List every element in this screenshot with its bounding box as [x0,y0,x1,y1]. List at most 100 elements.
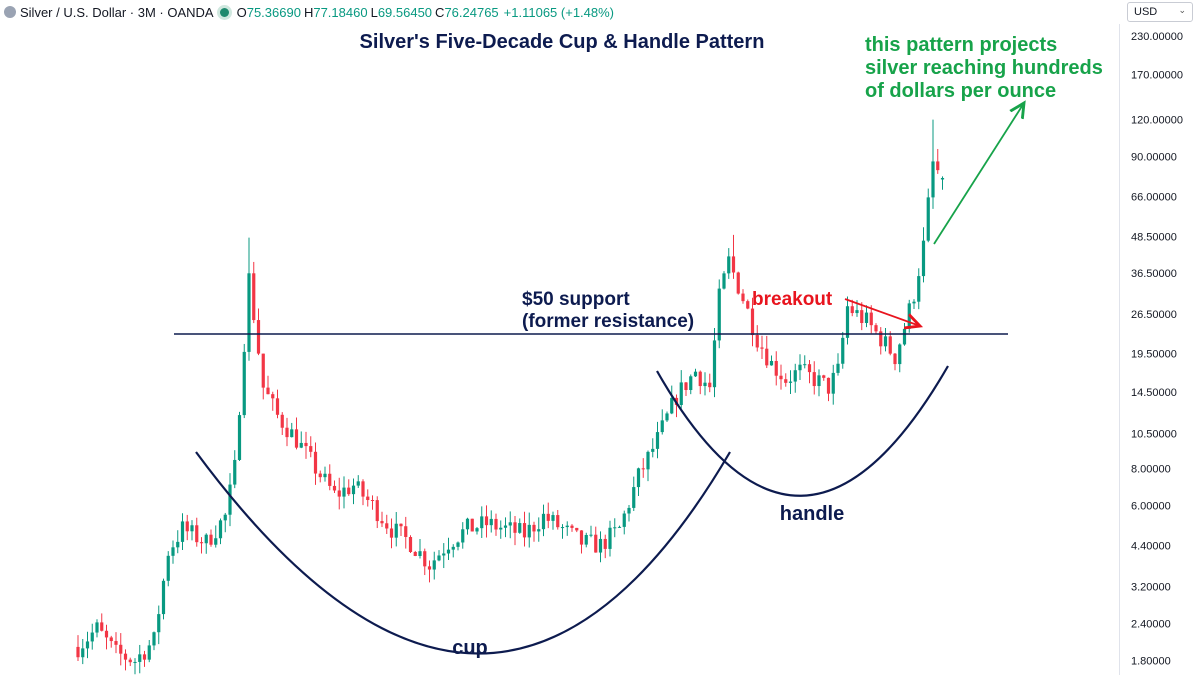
candle-body [361,481,365,497]
candle-body [598,538,603,553]
price-tick-label: 230.00000 [1131,31,1183,43]
candle-body [869,312,873,326]
candle-body [461,529,465,543]
candle-body [299,442,303,448]
chart-header: Silver / U.S. Dollar · 3M · OANDA O 75.36… [0,0,1120,24]
candle-body [936,161,940,171]
candle-body [579,530,584,545]
candle-body [399,523,403,527]
candle-body [123,653,128,660]
candle-body [912,301,916,304]
candle-body [152,632,156,646]
candle-body [446,549,451,554]
currency-select[interactable]: USD ⌄ [1127,2,1193,22]
candle-body [142,654,147,660]
candle-body [138,654,142,662]
candle-body [228,484,232,515]
candle-body [513,522,517,533]
candle-body [475,528,479,532]
open-value: 75.36690 [246,4,301,20]
candle-body [256,320,261,354]
candle-body [394,523,398,538]
candle-body [408,536,413,553]
candle-body [722,273,726,289]
candle-body [176,541,180,548]
candle-body [741,293,745,302]
candle-body [632,487,636,508]
candle-body [684,382,688,391]
candle-body [803,364,807,366]
candle-body [508,522,512,526]
projection-arrow [933,103,1024,245]
candle-body [157,614,161,633]
candle-body [100,622,104,631]
candle-body [845,306,850,338]
candle-body [85,641,90,649]
candle-body [304,442,308,447]
candle-body [180,521,185,542]
candle-body [860,310,864,324]
close-value: 76.24765 [444,4,499,20]
chevron-down-icon: ⌄ [1178,5,1186,15]
candle-body [784,379,788,383]
candle-body [313,451,318,474]
candle-body [147,645,151,660]
candle-body [603,538,607,549]
candle-body [370,500,375,502]
candle-body [503,525,508,528]
candle-body [247,273,251,352]
candle-body [318,473,322,478]
price-tick-label: 6.00000 [1131,500,1171,512]
breakout-label: breakout [752,289,833,310]
candle-body [185,521,189,532]
price-tick-label: 4.40000 [1131,540,1171,552]
candle-body [627,507,631,514]
price-tick-label: 48.50000 [1131,231,1177,243]
candle-body [275,398,280,415]
price-tick-label: 10.50000 [1131,428,1177,440]
candle-body [940,177,945,180]
candle-body [717,288,721,341]
candle-body [114,641,118,645]
open-label: O [236,4,247,20]
high-label: H [303,4,314,20]
candle-body [104,630,109,638]
candle-body [195,525,199,543]
candle-body [171,547,175,556]
candle-body [831,372,835,394]
candle-body [285,427,289,438]
candle-body [584,534,588,545]
candle-body [218,520,223,539]
candle-body [693,371,698,377]
candle-body [727,256,731,274]
candle-body [309,446,313,452]
chart-title: Silver's Five-Decade Cup & Handle Patter… [360,31,765,53]
symbol-label[interactable]: Silver / U.S. Dollar · 3M · OANDA [20,4,214,20]
candle-body [423,551,427,567]
candle-body [351,485,356,495]
price-tick-label: 66.00000 [1131,192,1177,204]
candle-body [641,468,645,470]
candle-body [522,523,527,538]
candle-body [465,518,470,530]
candle-body [788,381,793,383]
breakout-arrow [844,298,920,326]
candle-body [90,632,94,642]
candle-body [119,644,123,654]
price-axis[interactable]: 230.00000 170.00000 120.00000 90.00000 66.00… [1131,31,1183,668]
candle-body [337,490,341,497]
candle-body [608,527,612,549]
price-tick-label: 3.20000 [1131,581,1171,593]
currency-label: USD [1134,6,1158,18]
candle-body [874,325,878,332]
candle-body [404,526,408,537]
cup-label: cup [452,637,488,659]
candle-body [855,310,859,314]
change-value: +1.11065 (+1.48%) [503,4,615,20]
candle-body [280,414,284,428]
cup-arc [195,451,731,655]
candle-body [617,526,622,528]
candle-body [921,240,926,277]
candle-body [328,473,332,486]
